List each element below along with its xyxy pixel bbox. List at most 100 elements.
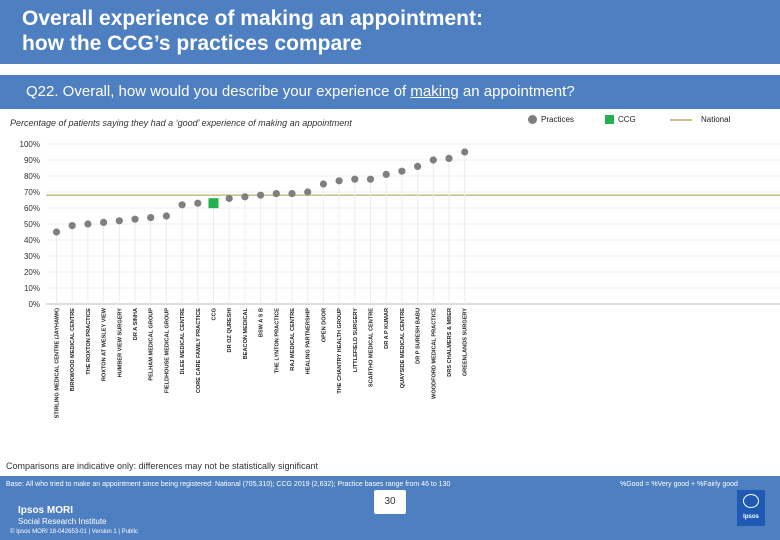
x-tick-label: CORE CARE FAMILY PRACTICE: [196, 308, 202, 393]
practice-point: [351, 175, 359, 183]
practice-point: [461, 148, 469, 156]
ipsos-logo-icon: Ipsos: [737, 490, 765, 526]
practice-point: [178, 201, 186, 209]
footer-banner: Base: All who tried to make an appointme…: [0, 476, 780, 540]
x-tick-label: DLEE MEDICAL CENTRE: [180, 308, 186, 375]
x-tick-label: DR OZ QURESHI: [227, 308, 233, 353]
x-tick-label: RAJ MEDICAL CENTRE: [290, 308, 296, 371]
brand-name: Ipsos MORI: [18, 505, 74, 516]
practice-point: [429, 156, 437, 164]
y-tick-label: 80%: [24, 172, 40, 181]
slide-title: Overall experience of making an appointm…: [22, 6, 642, 56]
x-tick-label: FIELDHOUSE MEDICAL GROUP: [164, 308, 170, 393]
practice-point: [225, 194, 233, 202]
x-tick-label: BIRKWOOD MEDICAL CENTRE: [70, 308, 76, 391]
x-tick-label: OPEN DOOR: [321, 308, 327, 342]
x-tick-label: THE LYNTON PRACTICE: [274, 308, 280, 374]
x-tick-label: DR A SINHA: [133, 308, 139, 340]
title-banner: Overall experience of making an appointm…: [0, 0, 780, 64]
legend-ccg-label: CCG: [618, 115, 636, 124]
practice-point: [84, 220, 92, 228]
y-tick-label: 0%: [28, 300, 40, 309]
practice-point: [335, 177, 343, 185]
legend-ccg: CCG: [605, 115, 636, 125]
practice-point: [288, 190, 296, 198]
x-axis-labels: STIRLING MEDICAL CENTRE (JAYHAWK) BIRKWOO…: [55, 307, 469, 418]
copyright-text: © Ipsos MORI 18-042653-01 | Version 1 | …: [10, 529, 138, 535]
x-tick-label: DR P SURESH BABU: [416, 308, 422, 364]
national-line-icon: [670, 118, 692, 121]
practice-point: [52, 228, 61, 236]
y-axis-ticks: 0% 10% 20% 30% 40% 50% 60% 70% 80% 90% 100%: [20, 140, 40, 309]
comparison-chart: 0% 10% 20% 30% 40% 50% 60% 70% 80% 90% 100% STIRLI…: [20, 140, 780, 418]
practice-point: [131, 215, 139, 223]
x-tick-label: STIRLING MEDICAL CENTRE (JAYHAWK): [55, 308, 61, 418]
base-note: Base: All who tried to make an appointme…: [6, 481, 451, 488]
y-tick-label: 90%: [24, 156, 40, 165]
practice-point: [304, 188, 312, 196]
practice-point: [319, 180, 327, 188]
practice-point: [257, 191, 265, 199]
practice-point: [194, 199, 202, 207]
x-tick-label: GREENLANDS SURGERY: [463, 308, 469, 376]
practice-point: [382, 170, 390, 178]
practice-point: [272, 190, 280, 198]
y-tick-label: 40%: [24, 236, 40, 245]
question-suffix: an appointment?: [458, 83, 575, 100]
y-tick-label: 30%: [24, 252, 40, 261]
question-text: Q22. Overall, how would you describe you…: [26, 83, 575, 101]
practice-point: [398, 167, 406, 175]
ccg-marker-icon: [605, 115, 614, 125]
legend-practices-label: Practices: [541, 115, 574, 124]
practice-point: [100, 218, 108, 226]
question-underlined: making: [410, 83, 459, 100]
x-tick-label: BEACON MEDICAL: [243, 307, 249, 359]
x-tick-label: DRS CHALMERS & MBER: [447, 308, 453, 377]
question-prefix: Q22. Overall, how would you describe you…: [26, 83, 411, 100]
x-tick-label: CCG: [212, 308, 218, 320]
practice-point: [241, 193, 249, 201]
practice-point: [147, 214, 155, 222]
y-tick-label: 60%: [24, 204, 40, 213]
good-definition: %Good = %Very good + %Fairly good: [620, 481, 738, 488]
practice-point: [366, 175, 375, 183]
x-tick-label: PELHAM MEDICAL GROUP: [149, 308, 155, 381]
ccg-point: [208, 198, 219, 209]
legend-national: National: [670, 115, 730, 124]
x-tick-label: LITTLEFIELD SURGERY: [353, 308, 359, 372]
chart-points: [52, 148, 469, 304]
chart-gridlines: [46, 143, 780, 305]
x-tick-label: QUAYSIDE MEDICAL CENTRE: [400, 308, 406, 388]
x-tick-label: THE ROXTON PRACTICE: [86, 308, 92, 375]
brand-subname: Social Research Institute: [18, 517, 107, 526]
x-tick-label: DR A P KUMAR: [384, 308, 390, 349]
title-line-2: how the CCG’s practices compare: [22, 32, 362, 55]
comparison-note: Comparisons are indicative only: differe…: [6, 461, 318, 471]
chart-subtitle: Percentage of patients saying they had a…: [10, 118, 352, 128]
practice-point: [414, 162, 422, 170]
title-line-1: Overall experience of making an appointm…: [22, 7, 483, 30]
practice-point: [68, 222, 76, 230]
y-tick-label: 70%: [24, 188, 40, 197]
y-tick-label: 50%: [24, 220, 40, 229]
legend-national-label: National: [701, 115, 731, 124]
y-tick-label: 10%: [24, 284, 40, 293]
practice-point: [115, 217, 123, 225]
y-tick-label: 100%: [20, 140, 40, 149]
logo-text: Ipsos: [743, 514, 759, 520]
legend-practices: Practices: [528, 115, 574, 125]
practices-marker-icon: [528, 115, 537, 125]
x-tick-label: HUMBER VIEW SURGERY: [117, 308, 123, 378]
x-tick-label: SCARTHO MEDICAL CENTRE: [369, 308, 375, 387]
x-tick-label: THE CHANTRY HEALTH GROUP: [337, 308, 343, 394]
page-number: 30: [374, 490, 406, 514]
x-tick-label: ROXTON AT WESLEY VIEW: [102, 307, 108, 381]
practice-point: [445, 154, 453, 162]
x-tick-label: HEALING PARTNERSHIP: [306, 308, 312, 375]
practice-point: [162, 212, 170, 220]
x-tick-label: BSW A S B: [259, 308, 265, 337]
logo-circle-icon: [743, 494, 759, 508]
y-tick-label: 20%: [24, 268, 40, 277]
x-tick-label: WOODFORD MEDICAL PRACTICE: [431, 308, 437, 399]
question-banner: Q22. Overall, how would you describe you…: [0, 75, 780, 109]
